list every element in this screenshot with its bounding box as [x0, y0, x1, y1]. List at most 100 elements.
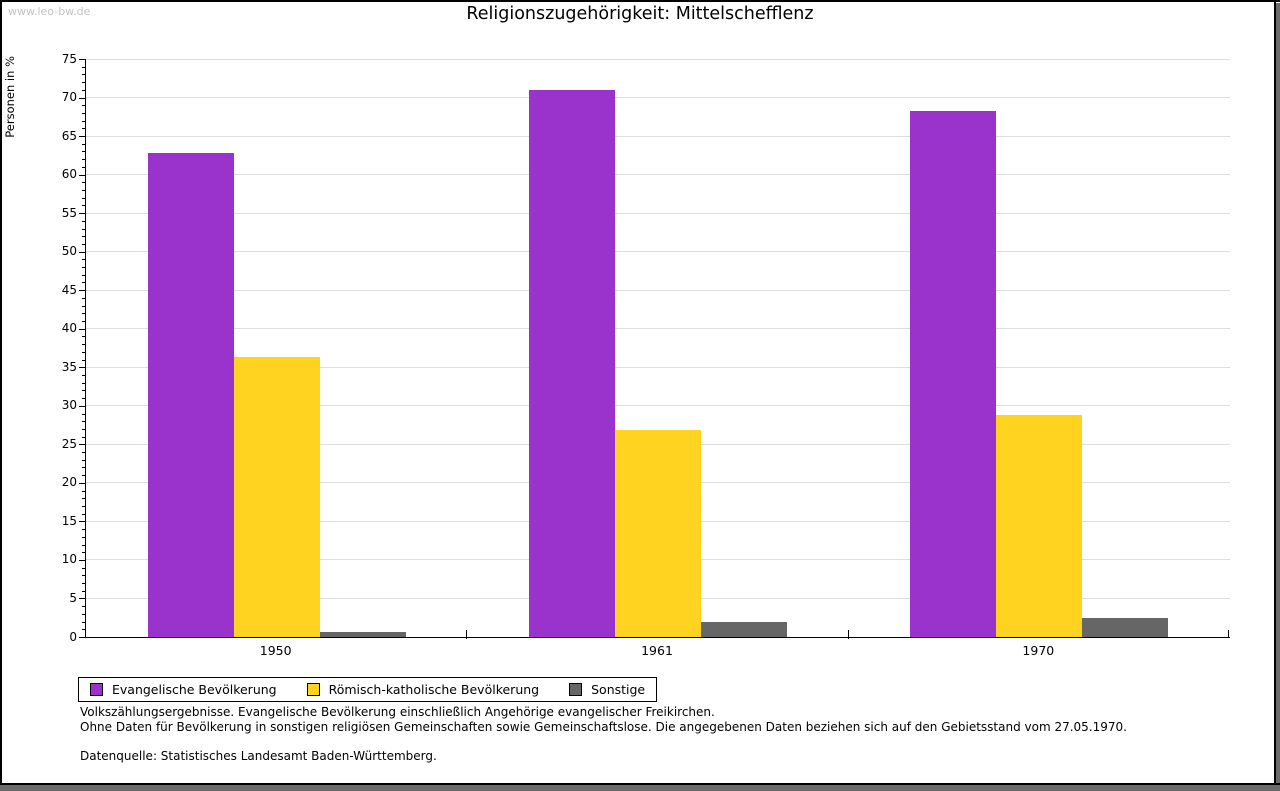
x-category-label: 1970 [1022, 643, 1055, 658]
y-axis-minor-tick [82, 82, 85, 84]
y-axis-major-tick [79, 251, 85, 253]
y-tick-label: 65 [61, 128, 77, 143]
bar-evangelische-bev-lkerung-1950 [147, 153, 234, 637]
y-axis-minor-tick [82, 120, 85, 122]
bar-sonstige-1950 [319, 631, 406, 637]
y-axis-minor-tick [82, 467, 85, 469]
gridline [86, 328, 1230, 330]
x-category-label: 1950 [259, 643, 292, 658]
y-axis-major-tick [79, 213, 85, 215]
y-axis-minor-tick [82, 475, 85, 477]
footnote-source: Datenquelle: Statistisches Landesamt Bad… [80, 749, 437, 763]
y-tick-label: 15 [61, 513, 77, 528]
y-axis-minor-tick [82, 112, 85, 114]
bar-r-misch-katholische-bev-lkerung-1950 [233, 357, 320, 637]
y-axis-major-tick [79, 559, 85, 561]
y-axis-minor-tick [82, 398, 85, 400]
y-axis-minor-tick [82, 89, 85, 91]
x-category-label: 1961 [641, 643, 673, 658]
footnote-line-1: Volkszählungsergebnisse. Evangelische Be… [80, 705, 715, 719]
y-axis-minor-tick [82, 459, 85, 461]
y-axis-minor-tick [82, 590, 85, 592]
gridline [86, 366, 1230, 368]
legend: Evangelische Bevölkerung Römisch-katholis… [78, 677, 658, 702]
y-axis-minor-tick [82, 105, 85, 107]
bar-evangelische-bev-lkerung-1970 [910, 110, 997, 637]
y-axis-minor-tick [82, 282, 85, 284]
y-axis-minor-tick [82, 513, 85, 515]
y-axis-minor-tick [82, 66, 85, 68]
y-axis-minor-tick [82, 552, 85, 554]
bar-sonstige-1961 [701, 622, 787, 637]
y-axis-minor-tick [82, 529, 85, 531]
gridline [86, 405, 1230, 407]
y-axis-minor-tick [82, 452, 85, 454]
legend-swatch-icon [569, 683, 583, 696]
y-tick-label: 45 [61, 282, 77, 297]
legend-item: Evangelische Bevölkerung [90, 682, 277, 697]
window-shadow-bottom [0, 785, 1280, 791]
x-axis-separator-tick [847, 630, 849, 639]
y-axis-minor-tick [82, 297, 85, 299]
chart-title: Religionszugehörigkeit: Mittelschefflenz [466, 4, 814, 24]
y-axis-minor-tick [82, 182, 85, 184]
y-axis-major-tick [79, 367, 85, 369]
y-axis-minor-tick [82, 321, 85, 323]
y-axis-minor-tick [82, 374, 85, 376]
y-axis-minor-tick [82, 490, 85, 492]
y-axis-minor-tick [82, 159, 85, 161]
y-tick-label: 20 [61, 475, 77, 490]
y-axis-major-tick [79, 637, 85, 638]
window-border-top [0, 0, 1280, 2]
y-axis-minor-tick [82, 629, 85, 631]
y-axis-major-tick [79, 598, 85, 600]
gridline [86, 174, 1230, 176]
y-tick-label: 70 [61, 90, 77, 105]
y-axis-minor-tick [82, 567, 85, 569]
y-tick-label: 30 [61, 398, 77, 413]
y-tick-label: 75 [61, 51, 77, 66]
y-axis-minor-tick [82, 267, 85, 269]
y-axis-minor-tick [82, 259, 85, 261]
y-axis-minor-tick [82, 583, 85, 585]
bar-sonstige-1970 [1082, 617, 1169, 637]
y-tick-label: 40 [61, 321, 77, 336]
y-axis-major-tick [79, 521, 85, 523]
gridline [86, 251, 1230, 253]
y-axis-minor-tick [82, 313, 85, 315]
y-tick-label: 5 [69, 590, 77, 605]
y-axis-major-tick [79, 482, 85, 484]
y-axis-minor-tick [82, 205, 85, 207]
y-axis-minor-tick [82, 390, 85, 392]
y-axis-major-tick [79, 174, 85, 176]
bar-r-misch-katholische-bev-lkerung-1970 [996, 415, 1083, 637]
legend-swatch-icon [306, 683, 320, 696]
x-axis-end-tick [1228, 630, 1229, 637]
legend-item: Römisch-katholische Bevölkerung [306, 682, 539, 697]
y-axis-minor-tick [82, 413, 85, 415]
y-axis-minor-tick [82, 128, 85, 130]
y-axis-minor-tick [82, 336, 85, 338]
y-axis-major-tick [79, 444, 85, 446]
y-tick-label: 0 [69, 629, 77, 644]
bar-r-misch-katholische-bev-lkerung-1961 [615, 429, 701, 637]
x-axis-separator-tick [466, 630, 468, 639]
footnotes: Volkszählungsergebnisse. Evangelische Be… [80, 705, 1270, 764]
window-border-left [0, 0, 2, 791]
y-axis-minor-tick [82, 151, 85, 153]
gridline [86, 58, 1230, 60]
y-axis-minor-tick [82, 228, 85, 230]
y-tick-label: 10 [61, 552, 77, 567]
y-axis-minor-tick [82, 274, 85, 276]
y-axis-minor-tick [82, 220, 85, 222]
y-axis-major-tick [79, 405, 85, 407]
y-axis-minor-tick [82, 359, 85, 361]
y-axis-minor-tick [82, 428, 85, 430]
window-shadow-right [1276, 3, 1280, 791]
y-axis-minor-tick [82, 143, 85, 145]
y-axis-major-tick [79, 59, 85, 60]
plot-area [85, 58, 1230, 638]
legend-item: Sonstige [569, 682, 645, 697]
y-axis-minor-tick [82, 621, 85, 623]
y-axis-title: Personen in % [3, 56, 17, 138]
